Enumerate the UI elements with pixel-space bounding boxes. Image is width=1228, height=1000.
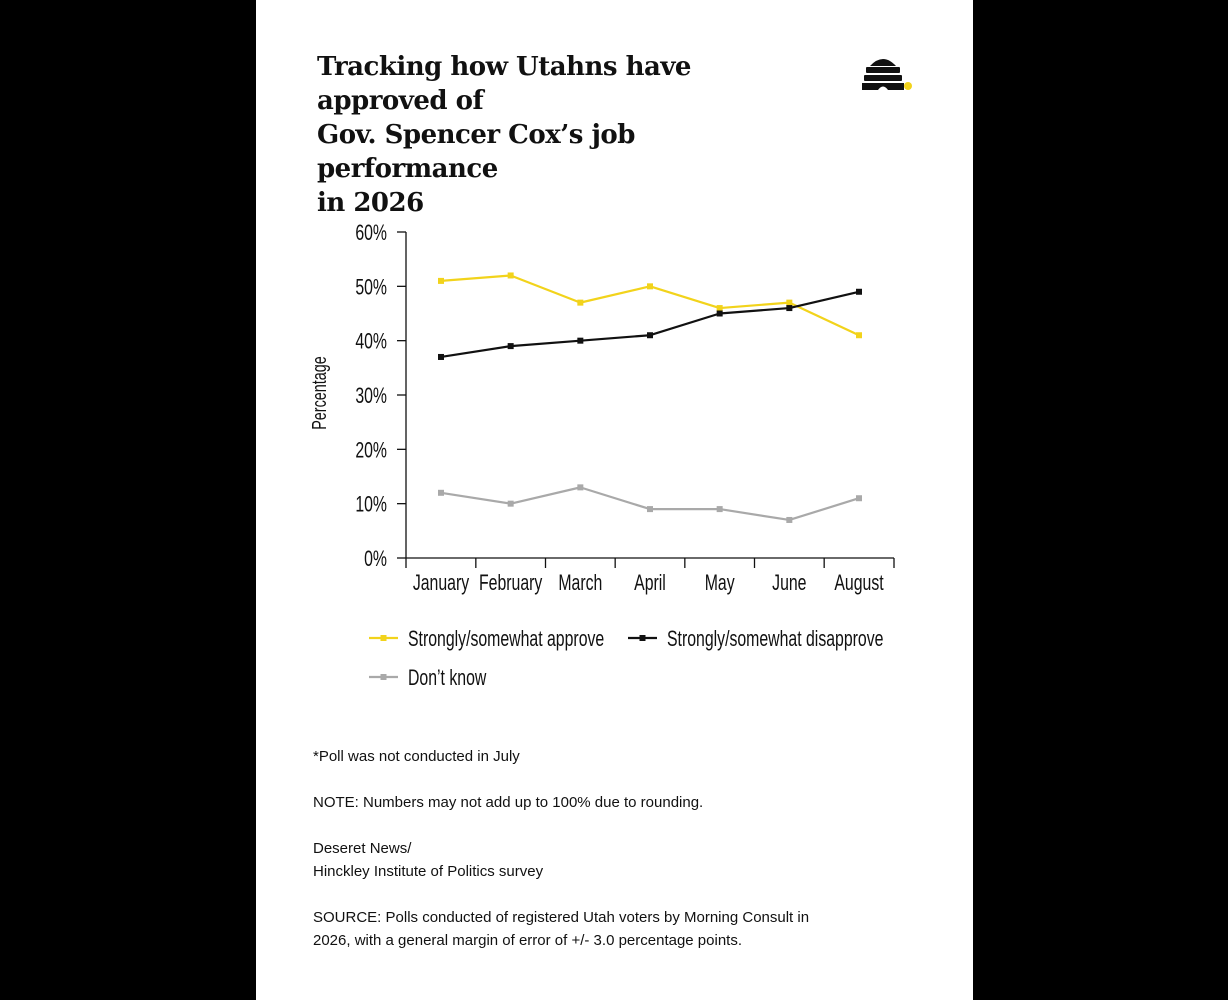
data-point: [438, 489, 444, 496]
legend-marker: [380, 674, 387, 680]
data-point: [577, 337, 584, 344]
series-line: [440, 486, 860, 522]
data-point: [577, 484, 584, 491]
x-tick-label: April: [634, 572, 666, 596]
legend-label: Don’t know: [408, 667, 486, 691]
data-point: [716, 310, 723, 317]
y-tick-label: 10%: [355, 493, 387, 517]
title-line: Gov. Spencer Cox’s job performance: [317, 120, 635, 184]
y-tick-label: 60%: [355, 222, 387, 246]
data-point: [507, 343, 514, 350]
data-point: [716, 506, 723, 513]
source-line: 2026, with a general margin of error of …: [313, 932, 743, 949]
legend-marker: [380, 635, 387, 641]
footnote: *Poll was not conducted in July: [313, 748, 520, 765]
data-point: [856, 332, 862, 339]
chart-card: Tracking how Utahns have approved of Gov…: [256, 0, 973, 1000]
y-tick-label: 30%: [355, 385, 387, 409]
chart-title: Tracking how Utahns have approved of Gov…: [317, 50, 817, 220]
y-tick-label: 50%: [355, 276, 387, 300]
data-point: [577, 299, 584, 306]
y-tick-label: 20%: [355, 439, 387, 463]
source: SOURCE: Polls conducted of registered Ut…: [313, 906, 913, 952]
legend-label: Strongly/somewhat disapprove: [667, 628, 883, 652]
y-tick-label: 40%: [355, 330, 387, 354]
data-point: [507, 500, 514, 507]
data-point: [647, 283, 653, 290]
x-tick-label: January: [413, 572, 470, 596]
data-point: [786, 299, 793, 306]
data-point: [856, 495, 862, 502]
beehive-icon: [862, 59, 912, 90]
chart-notes: *Poll was not conducted in July NOTE: Nu…: [313, 745, 913, 975]
data-point: [647, 506, 653, 513]
legend-label: Strongly/somewhat approve: [408, 628, 604, 652]
data-point: [507, 272, 514, 279]
data-point: [647, 332, 653, 339]
source-line: SOURCE: Polls conducted of registered Ut…: [313, 909, 810, 926]
data-point: [856, 288, 862, 295]
data-point: [438, 277, 444, 284]
x-tick-label: June: [772, 572, 806, 596]
x-tick-label: May: [705, 572, 735, 596]
credit: Deseret News/ Hinckley Institute of Poli…: [313, 837, 913, 883]
credit-line: Hinckley Institute of Politics survey: [313, 863, 544, 880]
data-point: [786, 305, 793, 312]
credit-line: Deseret News/: [313, 840, 412, 857]
data-point: [716, 305, 723, 312]
y-axis-title: Percentage: [308, 356, 331, 430]
x-tick-label: August: [834, 572, 884, 596]
series-line: [440, 290, 860, 359]
rounding-note: NOTE: Numbers may not add up to 100% due…: [313, 794, 704, 811]
title-line: in 2026: [317, 188, 424, 218]
x-tick-label: March: [558, 572, 602, 596]
y-tick-label: 0%: [364, 548, 387, 572]
data-point: [438, 353, 444, 360]
legend-marker: [639, 635, 646, 641]
data-point: [786, 516, 793, 523]
x-tick-label: February: [479, 572, 543, 596]
title-line: Tracking how Utahns have approved of: [317, 52, 691, 116]
line-chart: 0% 10% 20% 30% 40% 50% 60% January February March…: [308, 222, 895, 691]
